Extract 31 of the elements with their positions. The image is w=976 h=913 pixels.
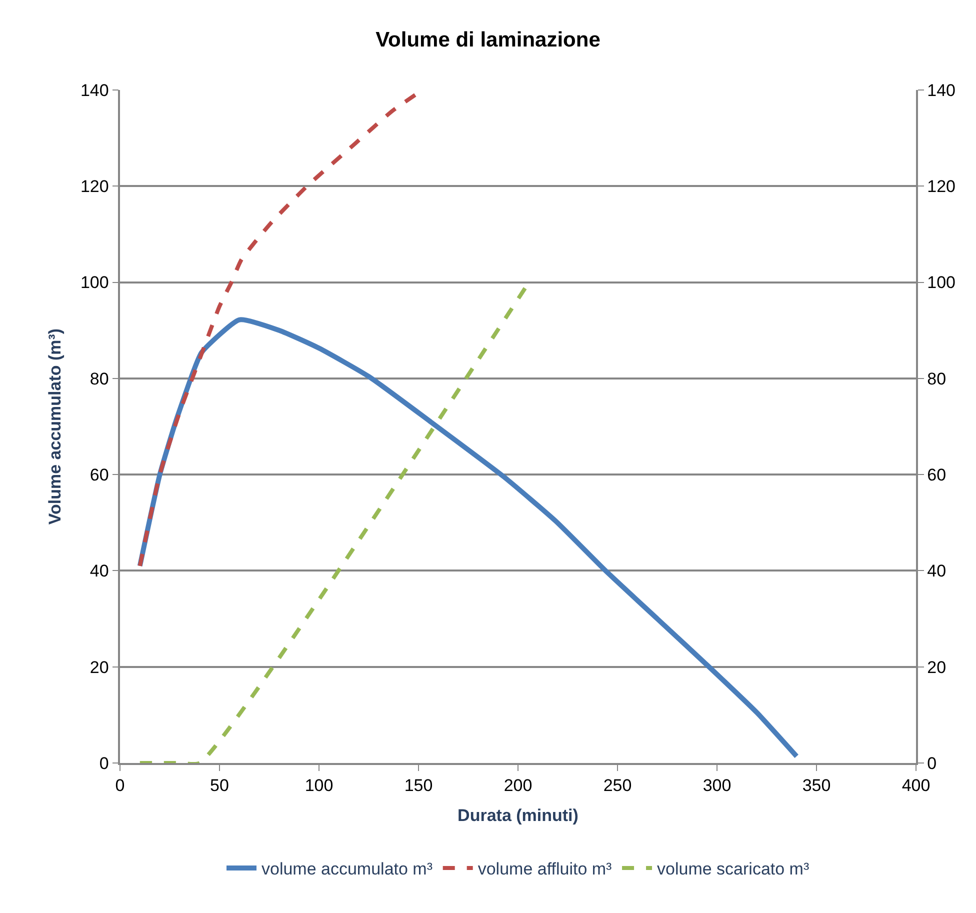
y-tick-label: 100: [80, 273, 109, 292]
x-tick-label: 400: [902, 776, 930, 796]
y-tick-label: 80: [90, 369, 109, 388]
y2-tick-label: 0: [927, 754, 937, 773]
y2-tick-label: 40: [927, 562, 946, 581]
y2-tick-label: 100: [927, 273, 956, 292]
y-tick-label: 20: [90, 658, 109, 677]
legend-label: volume scaricato m³: [657, 860, 810, 879]
x-tick-label: 100: [304, 776, 334, 796]
chart-title: Volume di laminazione: [376, 28, 600, 52]
x-tick-label: 350: [802, 776, 831, 796]
y-tick-label: 0: [99, 754, 109, 773]
y-axis-title: Volume accumulato (m³): [46, 328, 65, 525]
y2-tick-label: 80: [927, 369, 946, 388]
x-tick-label: 300: [702, 776, 732, 796]
y-tick-label: 140: [80, 80, 109, 100]
y-tick-label: 60: [90, 466, 109, 485]
x-tick-label: 50: [210, 776, 229, 796]
legend-label: volume accumulato m³: [262, 860, 433, 879]
y2-tick-label: 120: [927, 177, 956, 196]
y2-tick-label: 60: [927, 466, 946, 485]
x-tick-label: 250: [603, 776, 632, 796]
x-tick-label: 200: [504, 776, 532, 796]
x-axis-title: Durata (minuti): [458, 806, 578, 826]
y2-tick-label: 140: [927, 80, 956, 100]
x-tick-label: 0: [115, 776, 125, 796]
x-tick-label: 150: [404, 776, 433, 796]
y2-tick-label: 20: [927, 658, 946, 677]
y-tick-label: 40: [90, 562, 109, 581]
y-tick-label: 120: [80, 177, 109, 196]
legend-label: volume affluito m³: [478, 860, 612, 879]
